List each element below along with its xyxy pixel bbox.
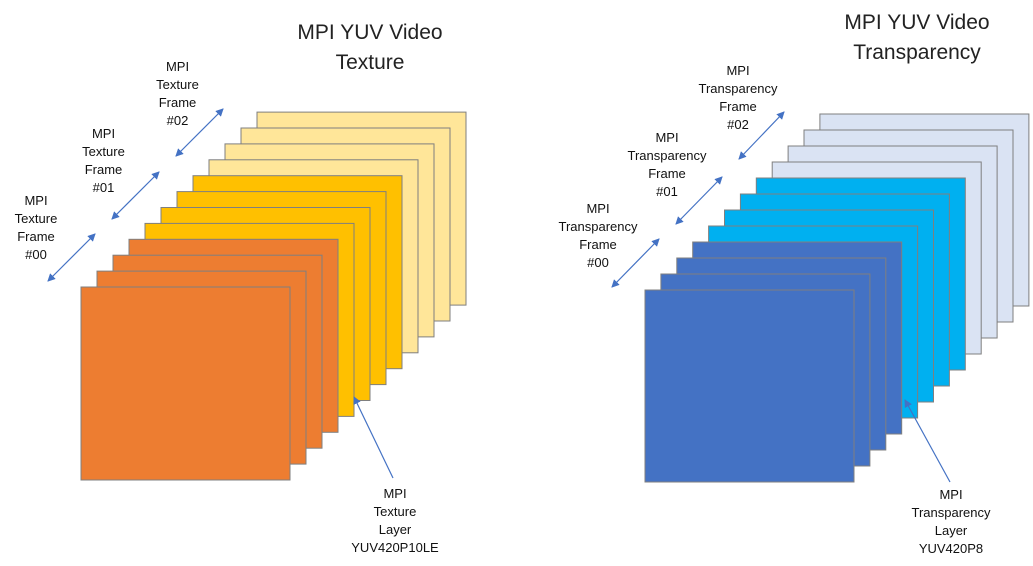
arrows xyxy=(47,108,951,483)
label-line: Texture xyxy=(156,77,199,92)
label-line: #02 xyxy=(166,113,189,128)
label-line: Frame xyxy=(17,229,55,244)
label-line: MPI xyxy=(939,487,963,502)
texture-frame-00-label: MPI Texture Frame #00 xyxy=(0,192,72,264)
label-line: MPI xyxy=(24,193,48,208)
tex-layer-arrow xyxy=(353,396,394,479)
transparency-title: MPI YUV Video Transparency xyxy=(812,8,1022,68)
label-line: Frame xyxy=(648,166,686,181)
title-line: MPI YUV Video xyxy=(844,11,990,34)
label-line: MPI xyxy=(165,59,190,74)
texture-frame-02-label: MPI Texture Frame #02 xyxy=(140,58,215,130)
transparency-frame-00-label: MPI Transparency Frame #00 xyxy=(548,200,648,272)
label-line: Layer xyxy=(934,523,968,538)
tr-02-arrow xyxy=(738,111,785,160)
label-line: Transparency xyxy=(558,219,638,234)
label-line: Frame xyxy=(719,99,757,114)
transparency-frame00-layer xyxy=(644,289,855,483)
label-line: Frame xyxy=(579,237,617,252)
label-line: #00 xyxy=(25,247,47,262)
label-line: MPI xyxy=(91,126,116,141)
tex-02-arrow xyxy=(175,108,224,157)
title-line: MPI YUV Video xyxy=(297,21,443,44)
label-line: YUV420P8 xyxy=(918,541,984,556)
label-line: MPI xyxy=(586,201,610,216)
label-line: Texture xyxy=(373,504,417,519)
label-line: Transparency xyxy=(911,505,991,520)
label-line: Layer xyxy=(378,522,412,537)
label-line: #02 xyxy=(727,117,749,132)
label-line: Texture xyxy=(82,144,125,159)
label-line: Frame xyxy=(84,162,123,177)
title-line: Transparency xyxy=(853,41,981,64)
label-line: MPI xyxy=(655,130,679,145)
label-line: #01 xyxy=(92,180,115,195)
label-line: #00 xyxy=(587,255,609,270)
label-line: MPI xyxy=(726,63,750,78)
label-line: YUV420P10LE xyxy=(351,540,439,555)
label-line: #01 xyxy=(656,184,678,199)
label-line: MPI xyxy=(383,486,407,501)
tex-01-arrow xyxy=(111,171,160,220)
tr-00-arrow xyxy=(611,238,660,288)
transparency-layer-stack xyxy=(644,113,1030,483)
label-line: Transparency xyxy=(627,148,707,163)
texture-frame00-layer xyxy=(80,286,291,481)
tr-01-arrow xyxy=(675,176,723,225)
tr-layer-arrow xyxy=(904,399,951,483)
transparency-layer-label: MPI Transparency Layer YUV420P8 xyxy=(896,486,1006,558)
label-line: Texture xyxy=(14,211,58,226)
transparency-frame-02-label: MPI Transparency Frame #02 xyxy=(688,62,788,134)
label-line: Frame xyxy=(158,95,197,110)
title-line: Texture xyxy=(335,51,405,74)
label-line: Transparency xyxy=(698,81,778,96)
tex-00-arrow xyxy=(47,233,96,282)
texture-title: MPI YUV Video Texture xyxy=(270,18,470,78)
texture-layer-label: MPI Texture Layer YUV420P10LE xyxy=(335,485,455,557)
texture-frame-01-label: MPI Texture Frame #01 xyxy=(66,125,141,197)
transparency-frame-01-label: MPI Transparency Frame #01 xyxy=(617,129,717,201)
texture-layer-stack xyxy=(80,111,467,481)
